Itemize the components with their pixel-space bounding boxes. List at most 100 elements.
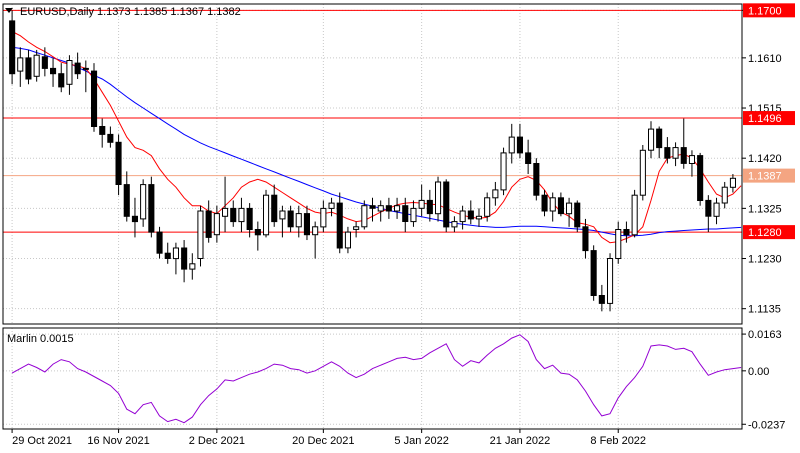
candle-body[interactable] bbox=[721, 186, 728, 204]
candle-body[interactable] bbox=[713, 202, 720, 217]
candle-body[interactable] bbox=[123, 184, 130, 217]
candle-body[interactable] bbox=[648, 128, 655, 151]
candle-body[interactable] bbox=[467, 210, 474, 220]
level-label-box bbox=[743, 111, 795, 126]
candle-body[interactable] bbox=[156, 231, 163, 254]
candle-body[interactable] bbox=[402, 205, 409, 222]
candle-body[interactable] bbox=[238, 207, 245, 223]
candle-body[interactable] bbox=[82, 67, 89, 70]
candle-body[interactable] bbox=[533, 163, 540, 196]
candle-body[interactable] bbox=[385, 205, 392, 212]
candle-body[interactable] bbox=[361, 205, 368, 228]
candle-body[interactable] bbox=[475, 215, 482, 220]
indicator-axis: 0.0163 0.00 -0.0237 bbox=[742, 329, 785, 431]
candle-body[interactable] bbox=[25, 57, 32, 80]
level-label-text: 1.1496 bbox=[748, 113, 782, 125]
candle-body[interactable] bbox=[74, 62, 81, 75]
candle-body[interactable] bbox=[484, 197, 491, 217]
candle-body[interactable] bbox=[443, 181, 450, 228]
candle-body[interactable] bbox=[33, 54, 40, 77]
candle-body[interactable] bbox=[459, 210, 466, 223]
candle-body[interactable] bbox=[353, 226, 360, 230]
candle-body[interactable] bbox=[549, 197, 556, 212]
candle-body[interactable] bbox=[369, 205, 376, 209]
candle-body[interactable] bbox=[189, 263, 196, 270]
candle-body[interactable] bbox=[213, 213, 220, 236]
candle-body[interactable] bbox=[697, 155, 704, 202]
candle-body[interactable] bbox=[541, 194, 548, 212]
candle-body[interactable] bbox=[107, 133, 114, 143]
candle-body[interactable] bbox=[631, 194, 638, 236]
candle-body[interactable] bbox=[91, 70, 98, 127]
candle-body[interactable] bbox=[254, 229, 261, 236]
candle-body[interactable] bbox=[344, 231, 351, 249]
candle-body[interactable] bbox=[582, 226, 589, 252]
candle-body[interactable] bbox=[230, 207, 237, 223]
candle-body[interactable] bbox=[58, 73, 65, 88]
indicator-tick-label: 0.00 bbox=[748, 366, 769, 378]
candle-body[interactable] bbox=[131, 215, 138, 223]
candle-body[interactable] bbox=[426, 199, 433, 215]
candle-body[interactable] bbox=[295, 213, 302, 228]
level-labels: 1.1700 1.1496 1.1387 1.1280 bbox=[743, 3, 795, 240]
collapse-triangle-icon[interactable] bbox=[5, 8, 13, 13]
candle-body[interactable] bbox=[410, 207, 417, 223]
candle-body[interactable] bbox=[492, 189, 499, 199]
candle-body[interactable] bbox=[516, 136, 524, 154]
candle-body[interactable] bbox=[287, 210, 294, 228]
level-label-text: 1.1280 bbox=[748, 227, 782, 239]
candle-body[interactable] bbox=[181, 247, 188, 270]
candle-body[interactable] bbox=[115, 141, 122, 186]
candle-body[interactable] bbox=[557, 197, 565, 215]
candle-body[interactable] bbox=[525, 152, 532, 164]
candle-body[interactable] bbox=[50, 67, 57, 75]
candle-body[interactable] bbox=[451, 221, 458, 228]
candle-body[interactable] bbox=[271, 194, 278, 223]
candle-body[interactable] bbox=[729, 177, 737, 188]
candle-body[interactable] bbox=[705, 199, 712, 217]
candle-body[interactable] bbox=[17, 57, 24, 72]
candle-body[interactable] bbox=[418, 199, 425, 209]
candle-body[interactable] bbox=[279, 210, 286, 220]
candle-body[interactable] bbox=[377, 205, 384, 212]
candle-body[interactable] bbox=[664, 147, 671, 159]
candle-body[interactable] bbox=[246, 207, 253, 230]
candle-body[interactable] bbox=[623, 229, 630, 236]
candle-body[interactable] bbox=[394, 205, 401, 212]
candle-body[interactable] bbox=[164, 252, 171, 259]
candle-body[interactable] bbox=[336, 202, 343, 249]
candle-body[interactable] bbox=[607, 258, 614, 304]
candle-body[interactable] bbox=[148, 184, 155, 233]
candle-body[interactable] bbox=[688, 155, 696, 165]
candle-body[interactable] bbox=[500, 152, 507, 191]
candle-body[interactable] bbox=[435, 181, 442, 215]
candle-body[interactable] bbox=[41, 56, 48, 69]
candle-body[interactable] bbox=[590, 250, 597, 297]
candle-body[interactable] bbox=[598, 295, 605, 304]
level-lines[interactable] bbox=[3, 9, 742, 233]
candle-body[interactable] bbox=[656, 128, 663, 149]
level-label-box bbox=[743, 3, 795, 18]
candle-body[interactable] bbox=[566, 202, 573, 215]
candles[interactable] bbox=[9, 10, 737, 312]
candle-body[interactable] bbox=[680, 147, 687, 164]
candle-body[interactable] bbox=[66, 60, 73, 85]
candle-body[interactable] bbox=[672, 147, 679, 159]
candle-body[interactable] bbox=[197, 210, 204, 259]
candle-body[interactable] bbox=[328, 202, 335, 209]
candle-body[interactable] bbox=[320, 207, 327, 228]
candle-body[interactable] bbox=[172, 247, 179, 260]
candle-body[interactable] bbox=[303, 213, 310, 236]
candle-body[interactable] bbox=[574, 202, 581, 228]
candle-body[interactable] bbox=[615, 229, 622, 259]
candle-body[interactable] bbox=[99, 126, 106, 135]
candle-body[interactable] bbox=[222, 207, 229, 217]
candle-body[interactable] bbox=[312, 226, 319, 236]
candle-body[interactable] bbox=[508, 136, 515, 154]
candle-body[interactable] bbox=[205, 210, 212, 238]
candle-body[interactable] bbox=[263, 194, 270, 236]
candle-body[interactable] bbox=[639, 149, 646, 196]
candle-body[interactable] bbox=[9, 20, 16, 75]
candle-body[interactable] bbox=[140, 184, 147, 220]
